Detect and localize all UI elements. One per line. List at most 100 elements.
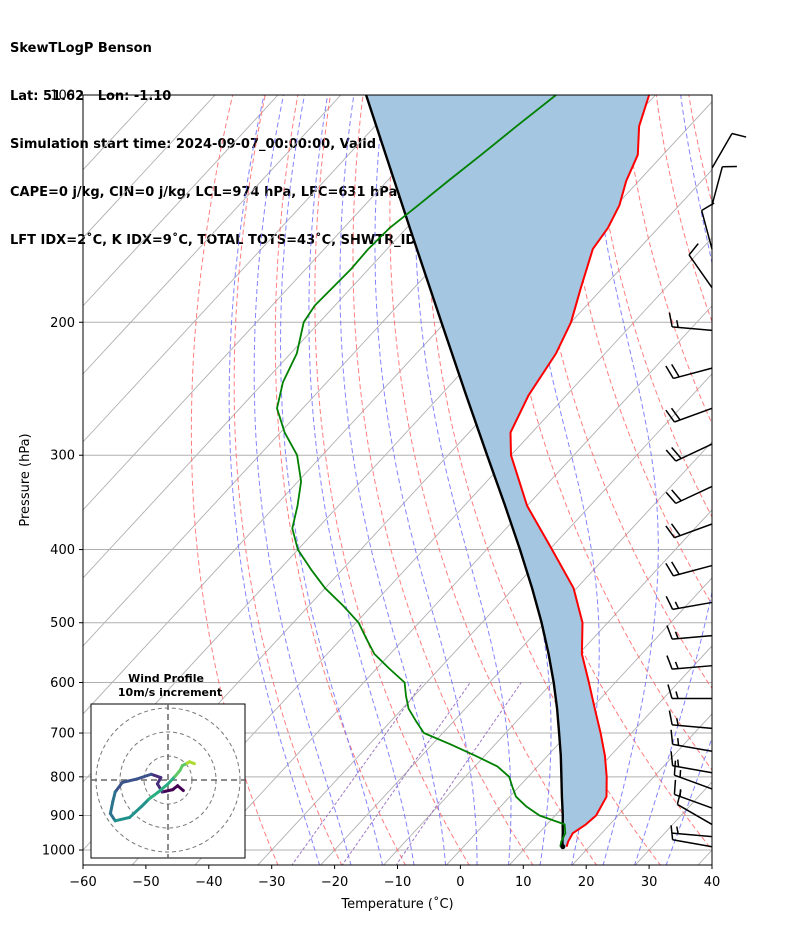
isotherm-line	[83, 95, 468, 511]
barb-flag-half	[674, 631, 679, 639]
y-tick-label: 700	[50, 727, 75, 742]
wind-barb	[672, 826, 713, 838]
barb-flag-full	[670, 729, 674, 745]
hodograph-segment	[166, 774, 177, 786]
barb-staff	[672, 724, 713, 730]
barb-staff	[674, 523, 713, 539]
x-tick-label: 40	[704, 875, 721, 890]
profile-lines	[276, 95, 651, 850]
hodograph-segment	[156, 782, 170, 794]
wind-barb	[668, 312, 713, 332]
barb-staff	[672, 634, 713, 640]
wind-barb	[666, 625, 713, 640]
isotherm-line	[194, 305, 712, 865]
barb-flag-half	[674, 601, 680, 609]
barb-flag-full	[671, 489, 682, 502]
dry-adiabat	[492, 95, 712, 771]
x-tick-label: 20	[578, 875, 595, 890]
isotherm-line	[508, 645, 712, 865]
y-tick-label: 1000	[42, 844, 75, 859]
isotherm-line	[83, 95, 279, 307]
barb-flag-full	[670, 751, 674, 766]
wind-barb	[665, 364, 713, 380]
barb-flag-half	[674, 661, 679, 669]
y-axis-label: Pressure (hPa)	[18, 433, 33, 526]
barb-flag-full	[665, 449, 677, 462]
hodograph-segment	[135, 772, 153, 781]
x-tick-label: −60	[69, 875, 96, 890]
hodograph-title: Wind Profile	[128, 672, 204, 685]
barb-staff	[675, 443, 713, 462]
y-tick-label: 400	[50, 543, 75, 558]
dry-adiabat	[525, 95, 712, 690]
wind-barbs	[665, 132, 747, 848]
dry-adiabat	[274, 95, 406, 865]
y-tick-label: 500	[50, 616, 75, 631]
barb-flag-full	[665, 563, 675, 577]
barb-flag-full	[671, 561, 680, 575]
barb-flag-full	[667, 684, 673, 699]
x-tick-label: 10	[515, 875, 532, 890]
dry-adiabat	[233, 95, 343, 865]
barb-staff	[675, 485, 713, 505]
barb-staff	[672, 832, 713, 838]
barb-flag-half	[679, 769, 682, 778]
moist-adiabat	[374, 95, 478, 865]
mixing-ratio-line	[341, 682, 471, 865]
barb-staff	[676, 803, 713, 826]
barb-flag-full	[671, 446, 682, 459]
dry-adiabat	[558, 95, 712, 606]
isotherm-line	[83, 95, 405, 443]
y-tick-label: 100	[50, 89, 75, 104]
barb-staff	[674, 774, 713, 790]
barb-staff	[674, 407, 713, 423]
x-tick-label: 0	[456, 875, 464, 890]
hodograph-segment	[149, 772, 163, 780]
barb-staff	[700, 210, 713, 250]
y-tick-label: 800	[50, 770, 75, 785]
hodograph-subtitle: 10m/s increment	[118, 686, 222, 699]
moist-adiabat	[634, 95, 712, 865]
barb-flag-full	[665, 409, 676, 423]
wind-barb	[711, 132, 747, 169]
station-location: Lat: 51.62 Lon: -1.10	[10, 89, 172, 104]
dry-adiabat	[721, 95, 794, 866]
wind-barb	[668, 710, 713, 730]
barb-flag-full	[688, 243, 699, 256]
wind-barb	[673, 760, 713, 790]
barb-flag-full	[673, 779, 677, 795]
barb-flag-half	[676, 718, 679, 726]
isotherm-line	[383, 509, 712, 865]
isotherm-line	[83, 95, 216, 239]
barb-staff	[672, 326, 713, 332]
wind-barb	[665, 443, 713, 462]
cape-fill-layer	[366, 95, 650, 847]
y-tick-label: 900	[50, 809, 75, 824]
y-tick-label: 300	[50, 449, 75, 464]
hodograph-segment	[160, 788, 175, 794]
moist-adiabat	[588, 95, 659, 865]
dry-adiabat	[314, 95, 470, 865]
dry-adiabat	[787, 95, 794, 866]
wind-barb	[673, 779, 713, 809]
parcel-profile-line	[364, 95, 564, 847]
barb-staff	[688, 254, 713, 289]
wind-barb	[670, 729, 713, 753]
isotherm-line	[634, 781, 712, 865]
hodograph-segment	[111, 790, 117, 804]
wind-barb	[666, 655, 713, 670]
barb-flag-half	[677, 759, 680, 767]
barb-staff	[672, 765, 713, 774]
x-tick-label: 30	[641, 875, 658, 890]
hodograph-segment	[128, 804, 144, 819]
wind-barb	[665, 485, 713, 505]
barb-staff	[711, 133, 733, 169]
x-tick-label: −40	[195, 875, 222, 890]
wind-barb	[670, 825, 713, 848]
isotherm-line	[320, 441, 712, 865]
wind-barb	[688, 243, 713, 289]
barb-flag-full	[665, 595, 674, 610]
x-tick-label: −20	[321, 875, 348, 890]
chart-title: SkewTLogP Benson	[10, 41, 152, 56]
x-tick-label: −50	[132, 875, 159, 890]
